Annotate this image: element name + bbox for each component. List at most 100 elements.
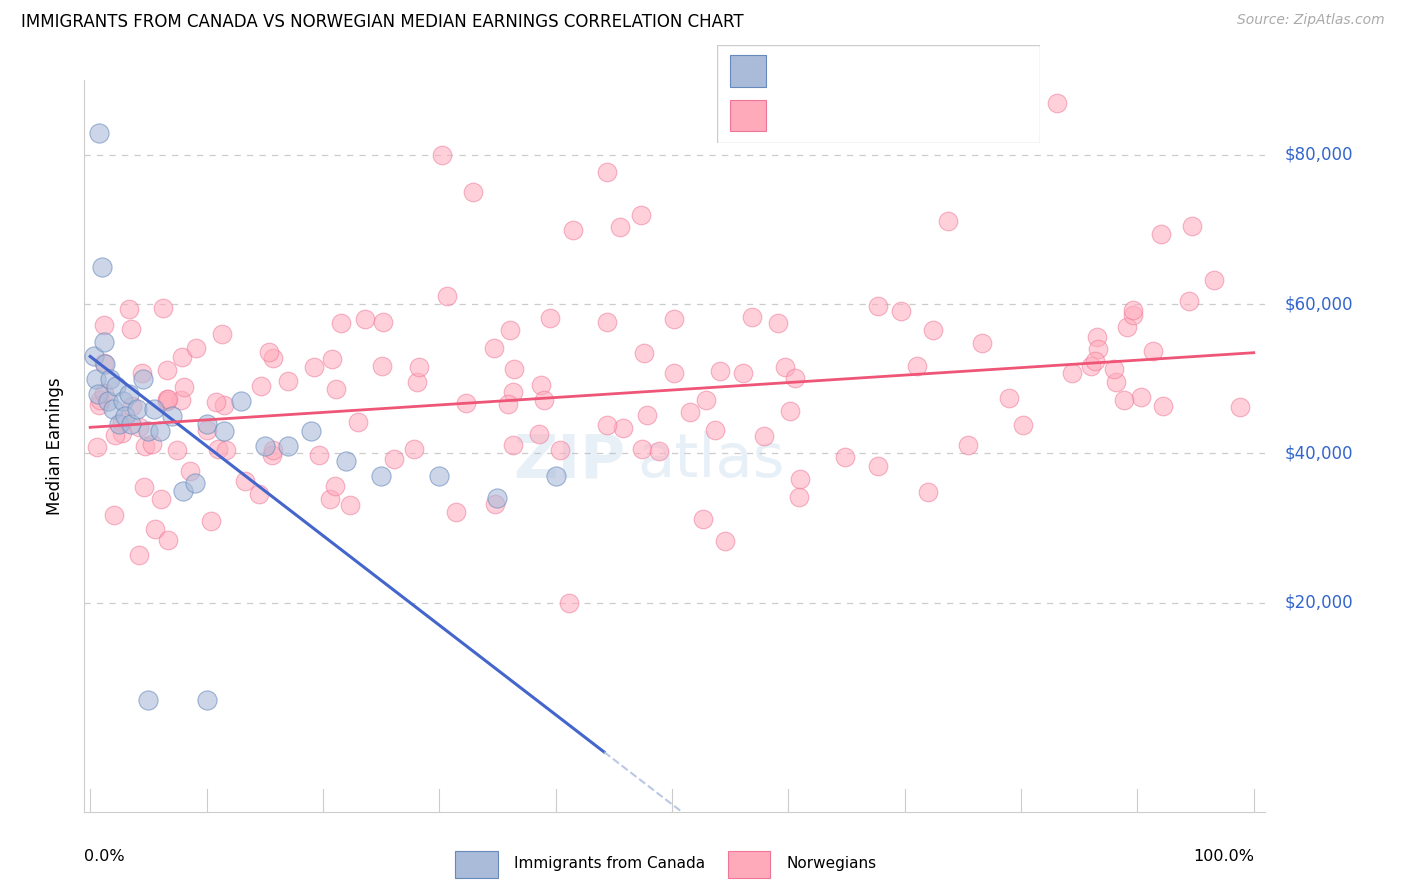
Point <box>98 372 121 386</box>
Point <box>277 439 299 453</box>
Point <box>382 452 405 467</box>
Point <box>1062 366 1084 380</box>
Point <box>141 437 163 451</box>
Point <box>866 299 889 313</box>
Point <box>596 418 619 433</box>
Point <box>1181 219 1204 233</box>
Point <box>371 359 394 373</box>
Point <box>214 398 236 412</box>
Point <box>87 386 110 401</box>
Point <box>93 385 115 400</box>
Bar <box>728 851 770 878</box>
Point <box>496 397 519 411</box>
Point <box>93 318 115 333</box>
Point <box>633 346 655 360</box>
Point <box>215 442 238 457</box>
Point <box>103 401 125 416</box>
Point <box>430 148 453 162</box>
Point <box>128 420 150 434</box>
Point <box>138 424 160 438</box>
Point <box>1114 393 1136 408</box>
Point <box>212 424 235 438</box>
Point <box>353 311 375 326</box>
Text: $20,000: $20,000 <box>1284 594 1353 612</box>
Point <box>262 351 284 366</box>
Text: $40,000: $40,000 <box>1284 444 1353 462</box>
Point <box>1122 308 1144 322</box>
Point <box>1150 227 1173 241</box>
Point <box>195 417 218 431</box>
Point <box>502 385 524 400</box>
Point <box>1152 399 1174 413</box>
Point <box>97 394 120 409</box>
Point <box>1178 294 1201 309</box>
Point <box>456 396 478 410</box>
Point <box>339 498 361 512</box>
Text: N =: N = <box>934 63 963 78</box>
Point <box>87 399 110 413</box>
Point <box>120 417 142 431</box>
Point <box>427 468 450 483</box>
Point <box>558 596 581 610</box>
Point <box>104 379 127 393</box>
Point <box>404 442 426 456</box>
Point <box>111 394 134 409</box>
Point <box>89 392 111 407</box>
Point <box>595 314 617 328</box>
Text: IMMIGRANTS FROM CANADA VS NORWEGIAN MEDIAN EARNINGS CORRELATION CHART: IMMIGRANTS FROM CANADA VS NORWEGIAN MEDI… <box>21 13 744 31</box>
Point <box>463 186 485 200</box>
Point <box>548 443 571 458</box>
Point <box>789 472 811 486</box>
Point <box>1012 418 1035 433</box>
Point <box>1130 390 1153 404</box>
Point <box>921 323 943 337</box>
Point <box>783 371 806 385</box>
Y-axis label: Median Earnings: Median Earnings <box>45 377 63 515</box>
Point <box>308 448 330 462</box>
Point <box>155 394 177 409</box>
Text: 0.131: 0.131 <box>834 106 886 124</box>
Point <box>110 425 132 440</box>
Point <box>143 522 166 536</box>
Point <box>408 360 430 375</box>
Point <box>149 424 172 438</box>
Point <box>89 126 111 140</box>
Point <box>866 458 889 473</box>
Point <box>1116 320 1139 334</box>
Point <box>157 533 180 548</box>
Point <box>156 392 179 407</box>
Point <box>150 491 173 506</box>
Point <box>538 311 561 326</box>
Point <box>103 508 125 522</box>
Point <box>766 316 789 330</box>
Point <box>779 404 801 418</box>
Point <box>1202 273 1225 287</box>
Point <box>157 392 180 406</box>
Point <box>86 441 108 455</box>
Point <box>562 222 585 236</box>
Point <box>231 394 253 409</box>
Point <box>502 438 524 452</box>
Point <box>257 344 280 359</box>
Point <box>84 372 107 386</box>
Point <box>90 260 112 274</box>
Point <box>486 491 509 506</box>
Point <box>502 362 524 376</box>
Point <box>648 444 671 458</box>
Point <box>1122 303 1144 318</box>
Point <box>131 372 153 386</box>
Point <box>917 485 939 500</box>
Bar <box>730 100 765 131</box>
Point <box>436 289 458 303</box>
Point <box>302 360 325 375</box>
Text: Source: ZipAtlas.com: Source: ZipAtlas.com <box>1237 13 1385 28</box>
Point <box>299 424 322 438</box>
Point <box>713 533 735 548</box>
Point <box>346 415 368 429</box>
Point <box>499 323 522 337</box>
Point <box>530 378 553 392</box>
Point <box>527 426 550 441</box>
Point <box>170 393 193 408</box>
Point <box>166 443 188 458</box>
Point <box>247 487 270 501</box>
